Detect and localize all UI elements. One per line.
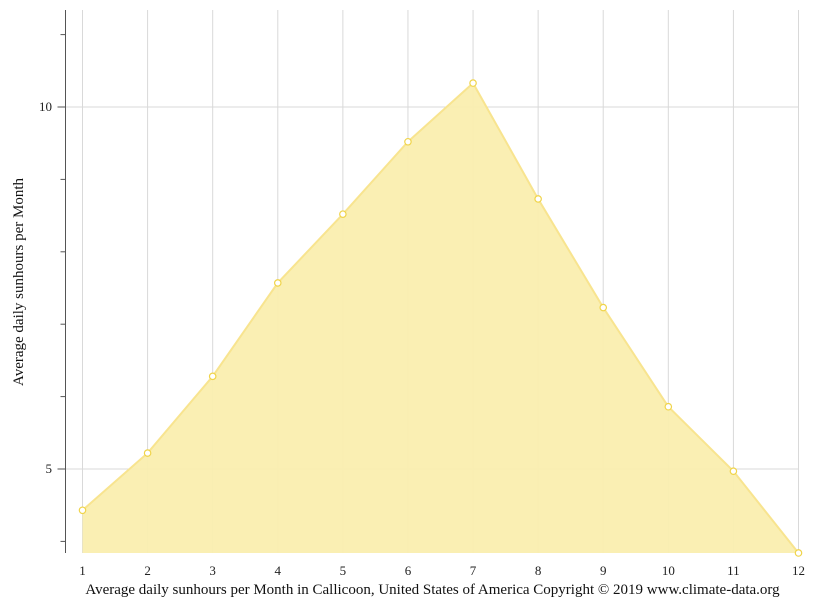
data-point bbox=[664, 402, 673, 411]
y-axis-title: Average daily sunhours per Month bbox=[11, 178, 27, 387]
x-tick-label: 2 bbox=[144, 563, 151, 578]
data-point bbox=[599, 303, 608, 312]
area-fill bbox=[82, 83, 799, 553]
x-tick-label: 9 bbox=[600, 563, 607, 578]
chart-caption: Average daily sunhours per Month in Call… bbox=[85, 582, 780, 598]
data-point bbox=[208, 372, 217, 381]
data-point bbox=[469, 79, 477, 87]
x-tick-label: 1 bbox=[79, 563, 86, 578]
x-tick-label: 12 bbox=[792, 563, 805, 578]
data-point bbox=[404, 137, 412, 146]
data-point bbox=[339, 210, 347, 218]
y-tick-label: 5 bbox=[46, 461, 53, 476]
x-tick-label: 5 bbox=[340, 563, 347, 578]
x-tick-label: 3 bbox=[209, 563, 216, 578]
x-tick-label: 11 bbox=[727, 563, 740, 578]
data-point bbox=[273, 279, 282, 287]
x-tick-label: 7 bbox=[470, 563, 477, 578]
data-point bbox=[794, 549, 803, 557]
x-tick-label: 8 bbox=[535, 563, 542, 578]
data-markers bbox=[78, 79, 803, 557]
x-tick-label: 6 bbox=[405, 563, 412, 578]
series-line bbox=[81, 81, 800, 554]
x-tick-label: 10 bbox=[662, 563, 675, 578]
y-tick-label: 10 bbox=[39, 99, 52, 114]
area-layer bbox=[81, 81, 800, 554]
data-point bbox=[143, 449, 152, 457]
axes bbox=[57, 10, 66, 553]
data-point bbox=[534, 195, 542, 203]
data-point bbox=[78, 506, 87, 515]
x-tick-label: 4 bbox=[275, 563, 282, 578]
data-point bbox=[729, 467, 738, 475]
